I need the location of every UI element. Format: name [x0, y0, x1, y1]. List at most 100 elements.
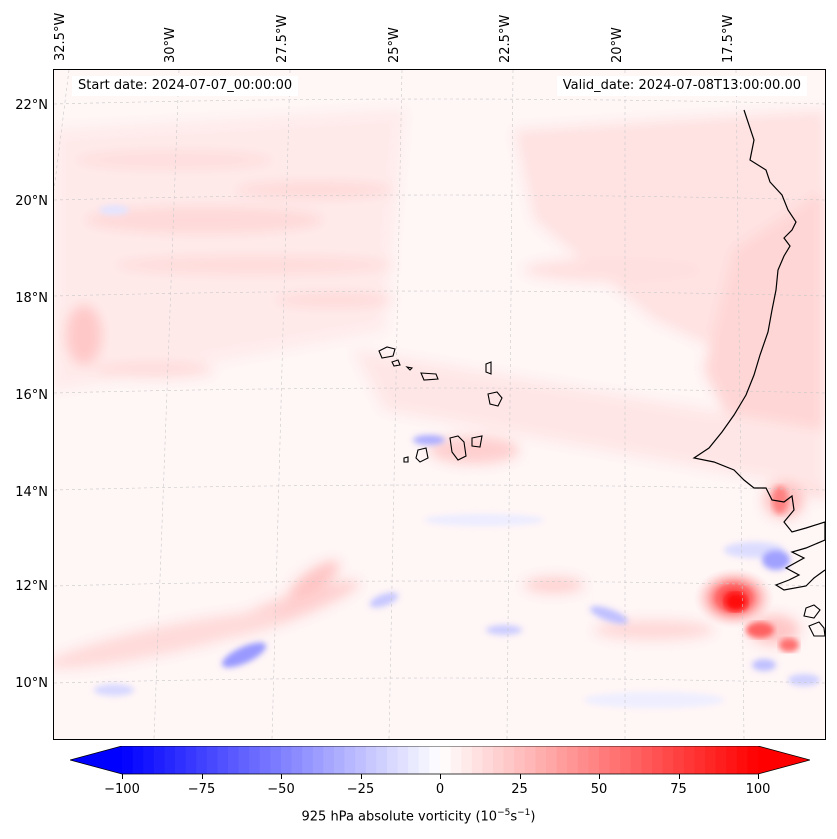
colorbar-tick-label: 25 — [511, 782, 528, 797]
vorticity-field — [54, 70, 825, 739]
colorbar-cell — [164, 746, 176, 774]
colorbar-tick-label: 50 — [590, 782, 608, 797]
lon-label-32-5w: 32.5°W — [53, 12, 68, 61]
colorbar-cell — [535, 746, 547, 774]
colorbar-cell — [143, 746, 155, 774]
cape-verde-islands — [378, 346, 503, 463]
lon-label-27-5w: 27.5°W — [275, 14, 290, 63]
lat-label-22n: 22°N — [15, 98, 48, 113]
colorbar-tick-mark — [122, 774, 123, 779]
colorbar-tick-label: 75 — [670, 782, 687, 797]
colorbar-tick-label: −25 — [346, 782, 375, 797]
start-date-label: Start date: 2024-07-07_00:00:00 — [72, 76, 299, 96]
colorbar-tick-mark — [678, 774, 680, 779]
colorbar-cell — [450, 746, 462, 774]
lat-label-16n: 16°N — [15, 388, 48, 403]
colorbar-tick-mark — [519, 774, 521, 779]
colorbar — [70, 746, 810, 775]
lat-label-10n: 10°N — [15, 676, 48, 691]
colorbar-cell — [747, 746, 759, 774]
lon-label-17-5w: 17.5°W — [721, 14, 736, 63]
colorbar-cell — [736, 746, 748, 774]
colorbar-cell — [249, 746, 261, 774]
colorbar-tick-mark — [281, 774, 282, 779]
colorbar-cell — [662, 746, 674, 774]
colorbar-cell — [630, 746, 642, 774]
colorbar-cell — [302, 746, 314, 774]
colorbar-extend-max — [758, 746, 810, 774]
colorbar-cell — [418, 746, 430, 774]
valid-date-label: Valid_date: 2024-07-08T13:00:00.00 — [556, 76, 807, 96]
colorbar-cell — [217, 746, 229, 774]
lat-label-18n: 18°N — [15, 291, 48, 306]
colorbar-tick-label: 100 — [745, 782, 771, 797]
lon-label-30w: 30°W — [163, 27, 178, 63]
lon-label-22-5w: 22.5°W — [498, 14, 513, 63]
colorbar-cell — [461, 746, 473, 774]
colorbar-cell — [281, 746, 293, 774]
colorbar-cell — [132, 746, 144, 774]
colorbar-tick-label: −75 — [187, 782, 216, 797]
colorbar-cell — [599, 746, 611, 774]
colorbar-cell — [312, 746, 324, 774]
colorbar-cell — [705, 746, 717, 774]
field-bands — [54, 110, 825, 669]
colorbar-tick-mark — [440, 774, 441, 779]
lat-label-20n: 20°N — [15, 194, 48, 209]
colorbar-cell — [694, 746, 706, 774]
colorbar-cell — [228, 746, 240, 774]
colorbar-cell — [387, 746, 399, 774]
colorbar-cell — [567, 746, 579, 774]
colorbar-cell — [524, 746, 536, 774]
colorbar-tick-mark — [360, 774, 362, 779]
colorbar-cell — [175, 746, 187, 774]
colorbar-cell — [652, 746, 664, 774]
lon-label-25w: 25°W — [387, 27, 402, 63]
colorbar-cells — [122, 746, 759, 774]
colorbar-cell — [196, 746, 208, 774]
colorbar-tick-mark — [599, 774, 600, 779]
colorbar-cell — [715, 746, 727, 774]
colorbar-cell — [546, 746, 558, 774]
colorbar-cell — [408, 746, 420, 774]
negative-vorticity — [94, 205, 820, 708]
colorbar-cell — [238, 746, 250, 774]
colorbar-cell — [471, 746, 483, 774]
colorbar-cell — [503, 746, 515, 774]
colorbar-cell — [376, 746, 388, 774]
colorbar-cell — [482, 746, 494, 774]
colorbar-cell — [514, 746, 526, 774]
colorbar-cell — [185, 746, 197, 774]
colorbar-cell — [641, 746, 653, 774]
colorbar-tick-label: −50 — [267, 782, 295, 797]
colorbar-cell — [355, 746, 367, 774]
colorbar-cell — [683, 746, 695, 774]
colorbar-tick-mark — [201, 774, 203, 779]
map-panel[interactable] — [53, 69, 826, 740]
colorbar-cell — [291, 746, 303, 774]
colorbar-cell — [429, 746, 441, 774]
colorbar-cell — [726, 746, 738, 774]
colorbar-cell — [206, 746, 218, 774]
colorbar-tick-mark — [758, 774, 759, 779]
colorbar-cell — [334, 746, 346, 774]
gridlines — [54, 70, 825, 739]
africa-coastline — [692, 109, 825, 591]
colorbar-tick-label: 0 — [435, 782, 445, 797]
lon-label-20w: 20°W — [610, 27, 625, 63]
lat-label-12n: 12°N — [15, 579, 48, 594]
vortex-feature — [694, 486, 799, 652]
colorbar-cell — [122, 746, 134, 774]
colorbar-cell — [556, 746, 568, 774]
colorbar-cell — [397, 746, 409, 774]
colorbar-cell — [344, 746, 356, 774]
colorbar-cell — [588, 746, 600, 774]
lat-label-14n: 14°N — [15, 485, 48, 500]
colorbar-tick-label: −100 — [104, 782, 140, 797]
colorbar-label: 925 hPa absolute vorticity (10−5s−1) — [301, 808, 536, 825]
colorbar-cell — [673, 746, 685, 774]
colorbar-cell — [440, 746, 452, 774]
colorbar-cell — [609, 746, 621, 774]
colorbar-cell — [323, 746, 335, 774]
colorbar-cell — [365, 746, 377, 774]
